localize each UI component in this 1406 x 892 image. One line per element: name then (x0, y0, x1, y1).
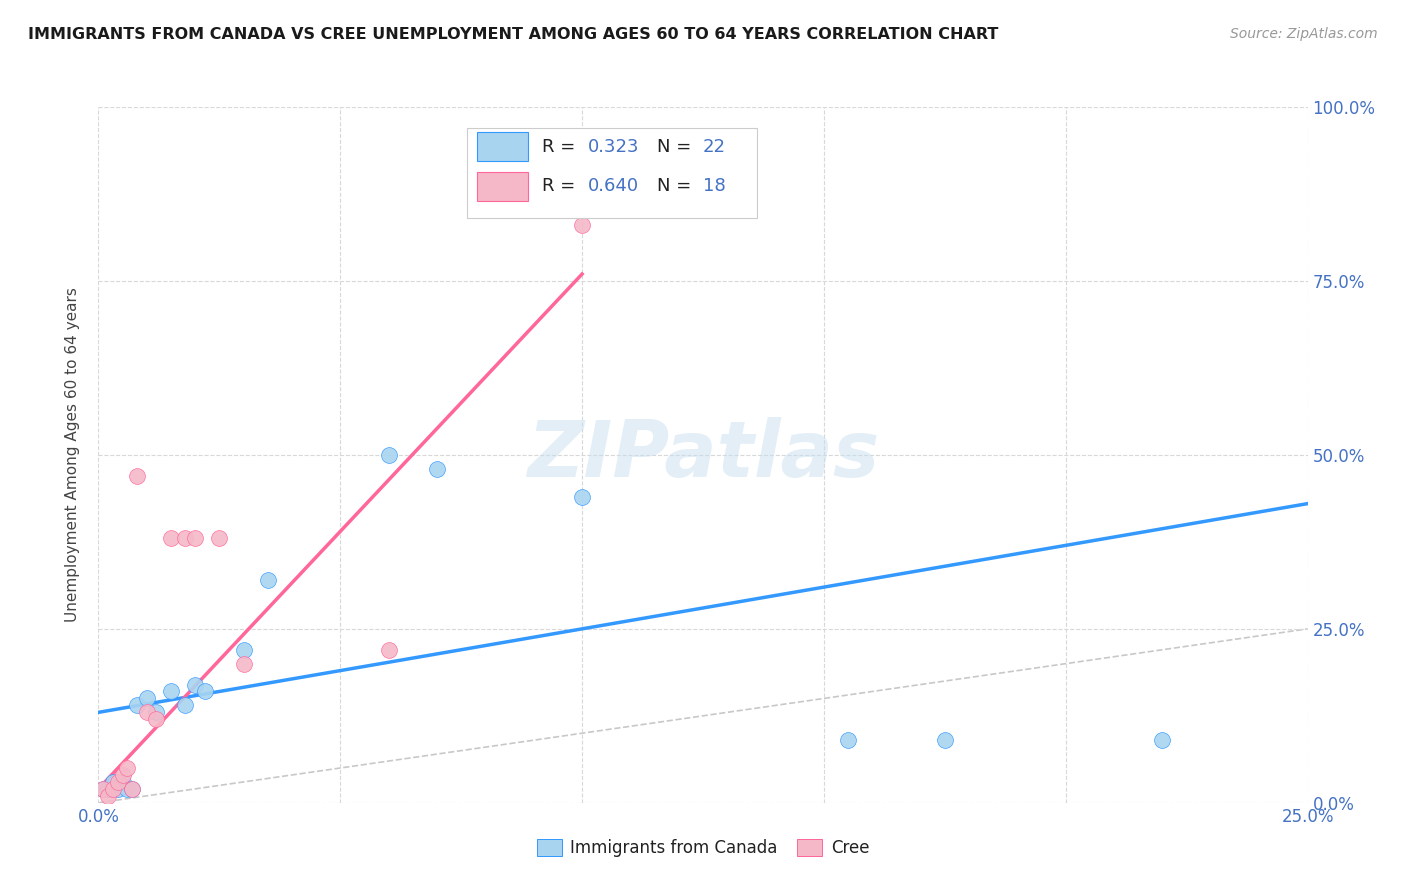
Point (256, 573, 278, 587)
Point (145, 706, 167, 720)
Point (160, 684, 183, 698)
Point (97, 781, 120, 796)
Point (107, 775, 129, 789)
Point (184, 677, 207, 691)
Point (377, 642, 399, 657)
Point (121, 781, 143, 796)
Text: R =: R = (543, 137, 581, 156)
Point (145, 712, 167, 726)
Point (91, 781, 114, 796)
Text: 22: 22 (703, 137, 725, 156)
Point (101, 775, 124, 789)
Point (101, 781, 124, 796)
Point (135, 691, 157, 706)
Point (232, 642, 254, 657)
Point (160, 532, 183, 546)
Text: R =: R = (543, 178, 581, 195)
Point (377, 448, 399, 462)
Text: 0.323: 0.323 (588, 137, 640, 156)
Text: N =: N = (657, 137, 697, 156)
Point (232, 657, 254, 671)
Point (1152, 733, 1174, 747)
Point (107, 781, 129, 796)
Point (111, 768, 134, 782)
Point (571, 219, 593, 233)
Text: 18: 18 (703, 178, 725, 195)
Point (91, 781, 114, 796)
Text: IMMIGRANTS FROM CANADA VS CREE UNEMPLOYMENT AMONG AGES 60 TO 64 YEARS CORRELATIO: IMMIGRANTS FROM CANADA VS CREE UNEMPLOYM… (28, 27, 998, 42)
Point (111, 775, 134, 789)
Text: ZIPatlas: ZIPatlas (527, 417, 879, 493)
Point (934, 733, 956, 747)
Point (837, 733, 859, 747)
Point (174, 698, 197, 713)
Point (127, 698, 149, 713)
Point (571, 490, 593, 504)
FancyBboxPatch shape (477, 132, 527, 161)
Y-axis label: Unemployment Among Ages 60 to 64 years: Unemployment Among Ages 60 to 64 years (65, 287, 80, 623)
Point (101, 781, 124, 796)
Point (127, 468, 149, 483)
Text: N =: N = (657, 178, 697, 195)
Point (194, 684, 217, 698)
Legend: Immigrants from Canada, Cree: Immigrants from Canada, Cree (530, 832, 876, 864)
Point (117, 781, 139, 796)
Point (117, 761, 139, 775)
Text: 0.640: 0.640 (588, 178, 640, 195)
Point (426, 462, 449, 476)
Text: Source: ZipAtlas.com: Source: ZipAtlas.com (1230, 27, 1378, 41)
Point (208, 532, 231, 546)
FancyBboxPatch shape (477, 172, 527, 201)
Point (184, 532, 207, 546)
Point (174, 532, 197, 546)
Point (121, 781, 143, 796)
Point (135, 706, 157, 720)
Point (97, 789, 120, 803)
FancyBboxPatch shape (467, 128, 758, 219)
